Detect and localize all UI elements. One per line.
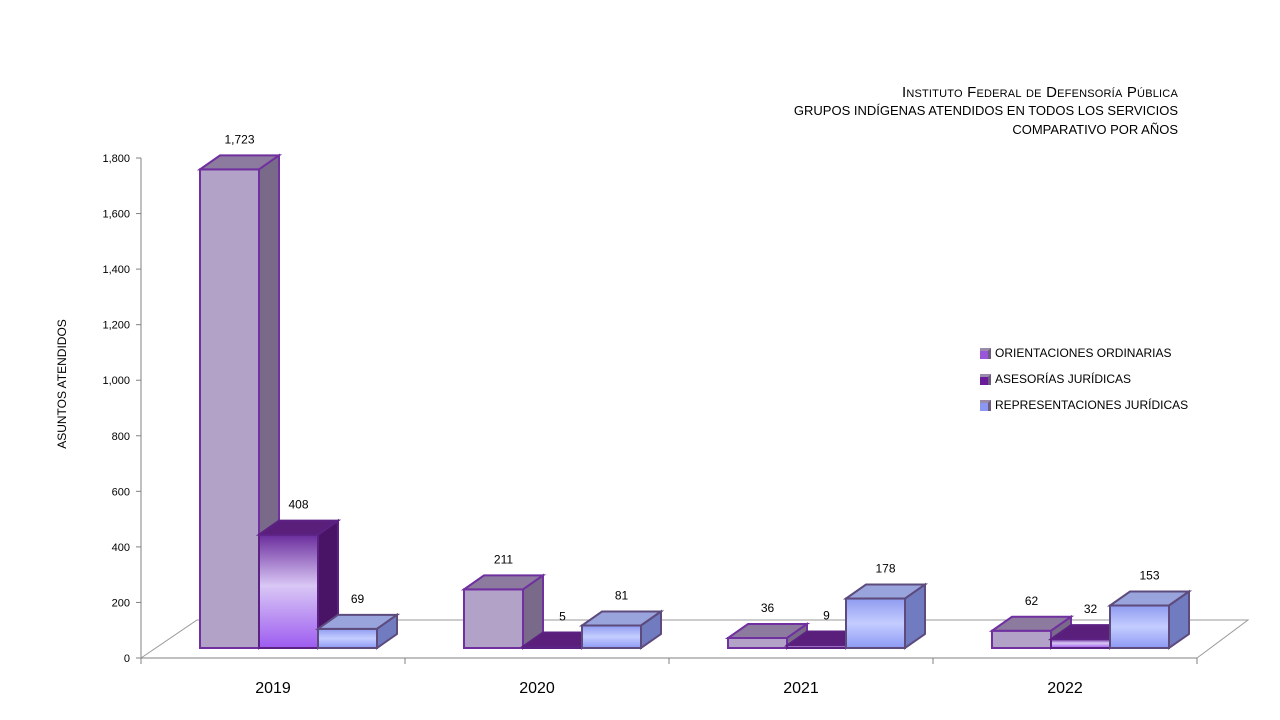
bar-front-face [1109, 604, 1170, 649]
legend-swatch-orientaciones [980, 347, 991, 359]
x-category-label: 2020 [519, 680, 555, 697]
bar-side-face [376, 612, 398, 650]
data-label: 9 [823, 609, 830, 623]
y-tick-label: 0 [124, 653, 130, 665]
bar-2022-series-3 [1106, 589, 1193, 650]
y-tick-label: 1,600 [102, 209, 130, 221]
legend-swatch-asesorias [980, 373, 991, 385]
x-category-label: 2022 [1047, 680, 1083, 697]
data-label: 211 [494, 552, 513, 566]
y-tick-label: 400 [112, 542, 130, 554]
data-label: 178 [875, 562, 895, 576]
chart-subtitle-line-2: COMPARATIVO POR AÑOS [1012, 122, 1178, 137]
bar-2021-series-1 [724, 622, 811, 650]
bars [196, 153, 1193, 650]
chart-floor [140, 619, 1250, 659]
bar-front-face [463, 588, 524, 650]
bar-front-face [991, 629, 1052, 649]
data-label: 36 [761, 601, 775, 615]
data-label: 32 [1084, 602, 1098, 616]
y-tick-label: 1,800 [102, 153, 130, 165]
y-tick-label: 600 [112, 486, 130, 498]
y-tick-label: 1,200 [102, 320, 130, 332]
axes: 0 200 400 600 800 1,000 1,200 1,400 1,600 1,800 20… [102, 153, 1250, 697]
bar-front-face [199, 168, 260, 649]
data-label: 69 [351, 592, 365, 606]
chart-subtitle-line-1: GRUPOS INDÍGENAS ATENDIDOS EN TODOS LOS … [793, 103, 1178, 118]
legend-item-orientaciones: ORIENTACIONES ORDINARIAS [980, 340, 1188, 366]
bar-front-face [317, 627, 378, 649]
bar-side-face [640, 609, 662, 650]
bar-front-face [581, 624, 642, 649]
chart-title: Instituto Federal de Defensoría Pública [901, 84, 1178, 101]
y-tick-label: 1,400 [102, 264, 130, 276]
bar-front-face [727, 637, 788, 649]
bar-front-face [1050, 638, 1111, 649]
labels: 1,723 408 69 211 5 81 36 9 178 62 32 153 [224, 132, 1159, 623]
bar-2020-series-1 [460, 573, 547, 650]
bar-2021-series-3 [842, 582, 929, 650]
data-label: 153 [1139, 569, 1159, 583]
y-tick-label: 200 [112, 597, 130, 609]
data-label: 1,723 [224, 132, 254, 146]
chart-title-block: Instituto Federal de Defensoría Pública … [794, 84, 1178, 139]
y-tick-label: 1,000 [102, 375, 130, 387]
y-axis-label: ASUNTOS ATENDIDOS [55, 319, 69, 449]
legend-item-asesorias: ASESORÍAS JURÍDICAS [980, 366, 1188, 392]
bar-2019-series-3 [314, 612, 401, 650]
data-label: 5 [559, 610, 566, 624]
x-category-label: 2021 [783, 680, 819, 697]
legend: ORIENTACIONES ORDINARIAS ASESORÍAS JURÍD… [980, 340, 1188, 418]
legend-item-representaciones: REPRESENTACIONES JURÍDICAS [980, 392, 1188, 418]
bar-side-face [904, 582, 926, 650]
legend-swatch-representaciones [980, 399, 991, 411]
legend-label-asesorias: ASESORÍAS JURÍDICAS [995, 372, 1132, 386]
x-category-label: 2019 [255, 680, 291, 697]
y-tick-label: 800 [112, 431, 130, 443]
bar-front-face [258, 533, 319, 650]
data-label: 81 [615, 589, 629, 603]
legend-label-representaciones: REPRESENTACIONES JURÍDICAS [995, 398, 1189, 412]
data-label: 62 [1025, 594, 1039, 608]
legend-label-orientaciones: ORIENTACIONES ORDINARIAS [995, 346, 1172, 360]
bar-2019-series-2 [255, 518, 342, 650]
bar-side-face [1168, 589, 1190, 650]
data-label: 408 [288, 498, 308, 512]
bar-front-face [845, 597, 906, 649]
bar-2020-series-3 [578, 609, 665, 650]
bar-2019-series-1 [196, 153, 283, 650]
